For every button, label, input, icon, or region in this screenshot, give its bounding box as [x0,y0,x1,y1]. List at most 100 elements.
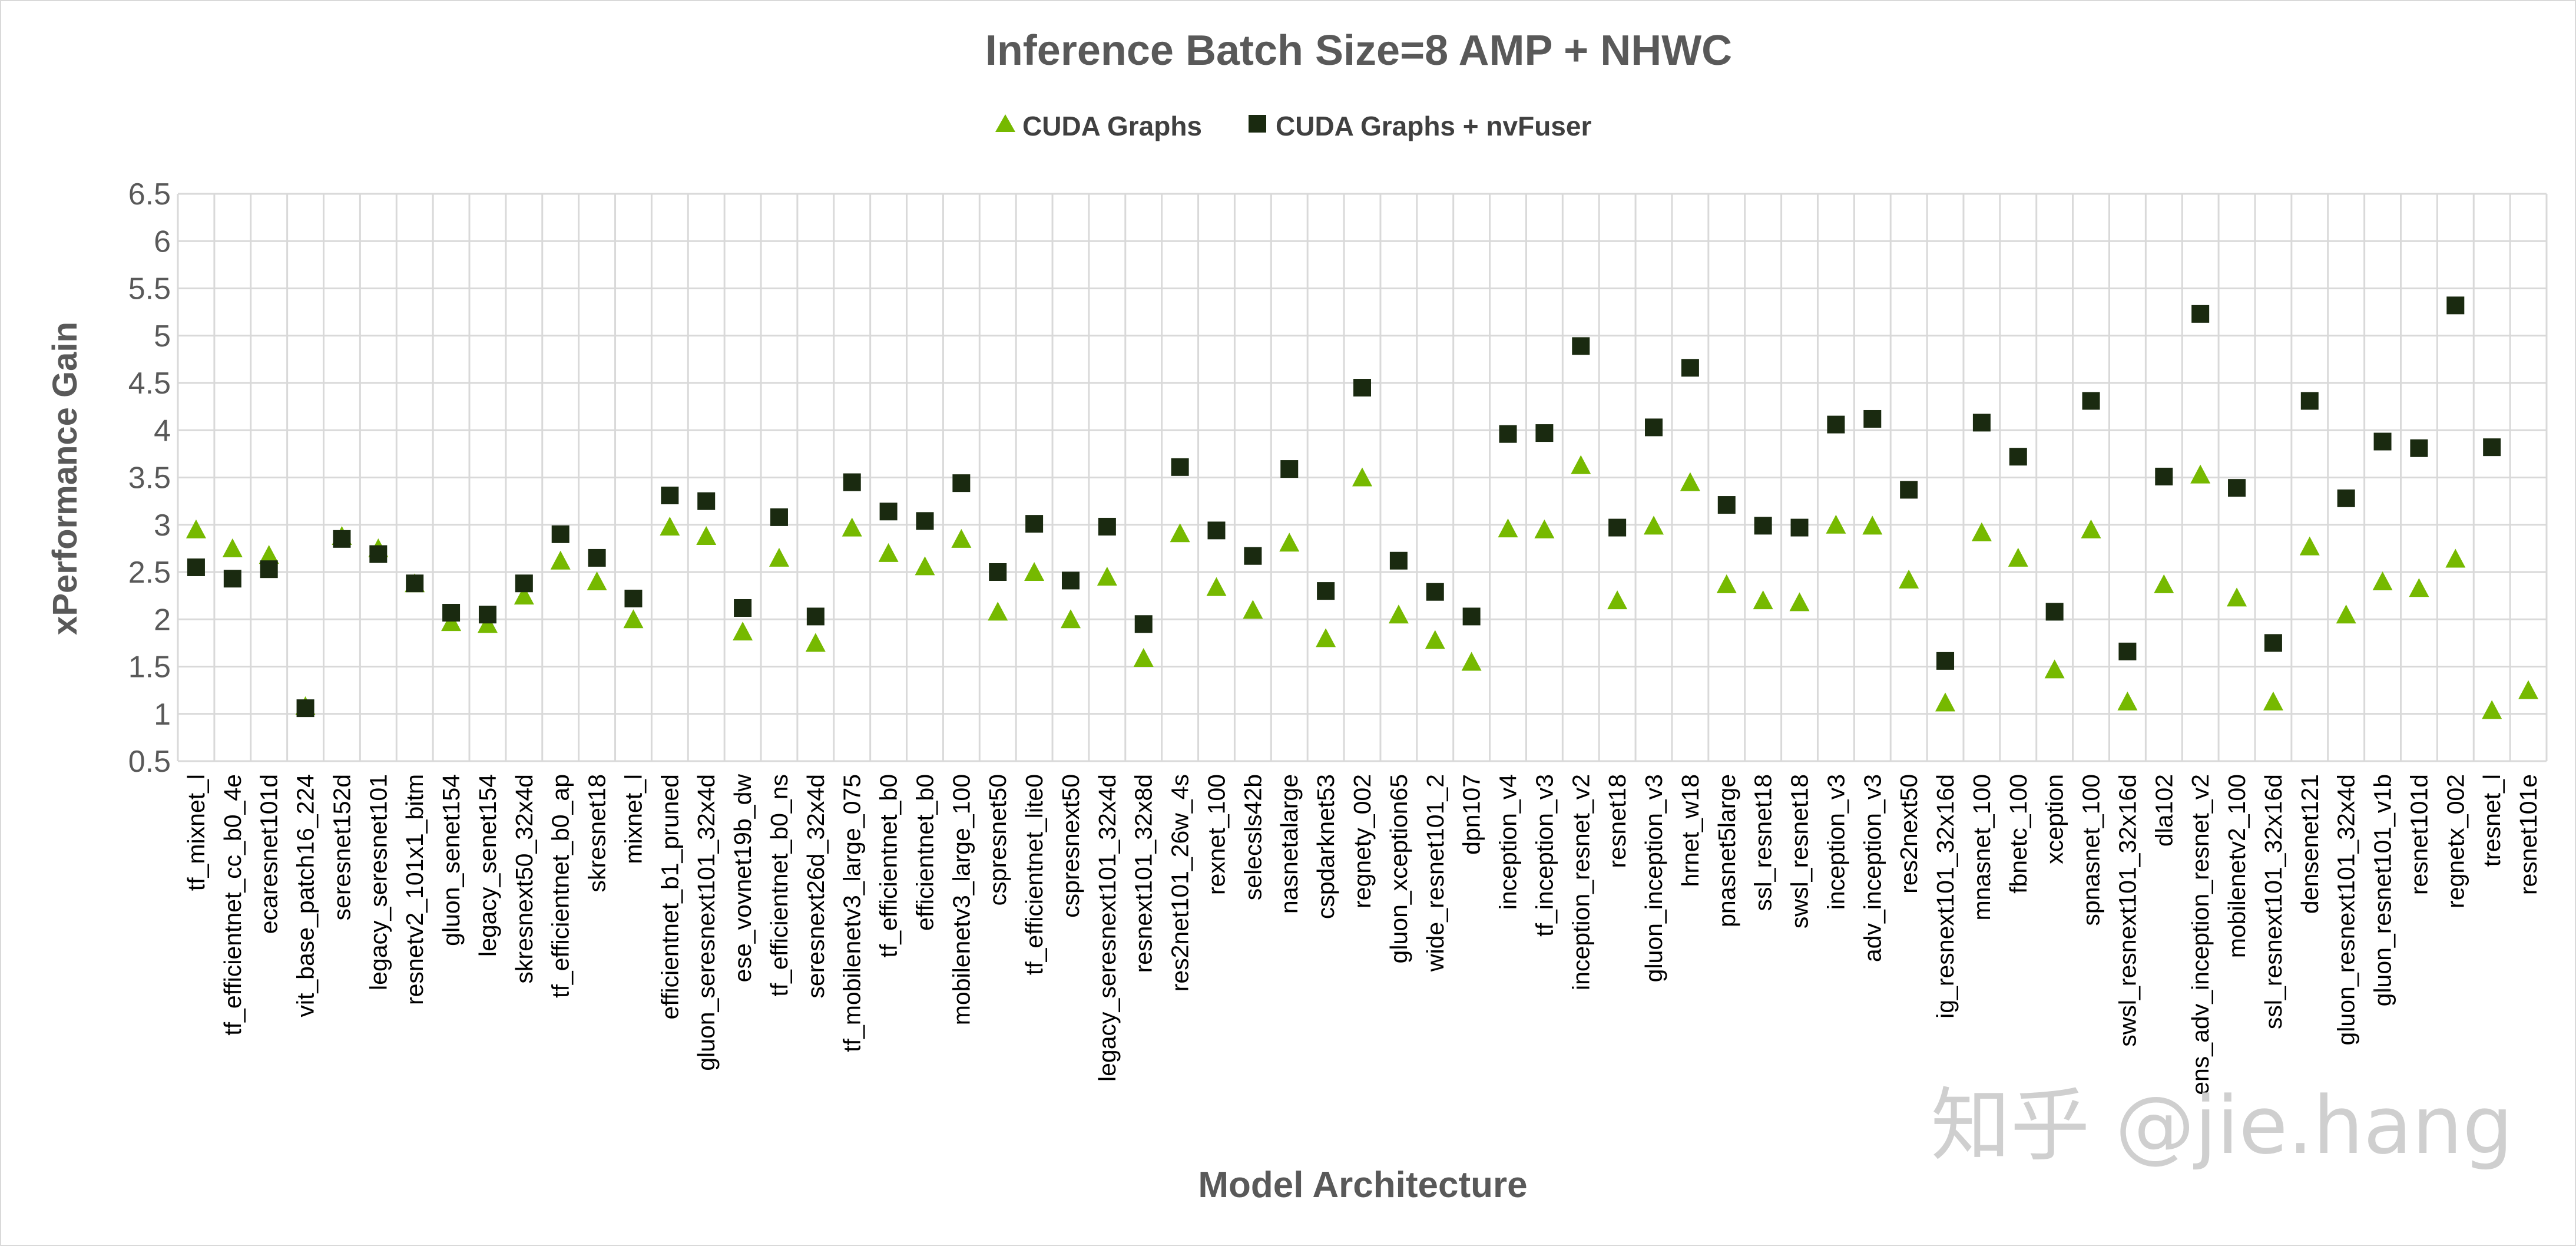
point-cuda-graphs [1716,574,1737,593]
point-cuda-graphs [1498,518,1518,538]
x-tick-label: swsl_resnext101_32x16d [2114,774,2141,1047]
x-tick-label: densenet121 [2296,774,2323,914]
point-cuda-graphs-nvfuser [406,574,424,593]
point-cuda-graphs [514,586,534,605]
point-cuda-graphs [1971,522,1992,541]
x-tick-label: tresnet_l [2478,774,2505,867]
point-cuda-graphs-nvfuser [1134,615,1153,633]
x-tick-label: regnetx_002 [2442,774,2469,908]
gridlines [177,193,2548,762]
point-cuda-graphs [1789,592,1810,612]
point-cuda-graphs [1243,600,1263,619]
x-tick-label: rexnet_100 [1203,774,1230,895]
point-cuda-graphs-nvfuser [1572,337,1590,355]
point-cuda-graphs-nvfuser [1972,414,1991,432]
point-cuda-graphs-nvfuser [952,474,971,493]
point-cuda-graphs [2008,547,2028,567]
point-cuda-graphs-nvfuser [2228,479,2246,497]
x-tick-label: ese_vovnet19b_dw [729,774,756,983]
point-cuda-graphs-nvfuser [1207,521,1226,540]
point-cuda-graphs [2263,691,2283,710]
y-tick-label: 6 [154,224,171,259]
x-tick-label: xception [2041,774,2068,864]
point-cuda-graphs [2117,691,2138,710]
x-tick-label: legacy_seresnext101_32x4d [1094,774,1121,1082]
point-cuda-graphs [186,519,206,538]
point-cuda-graphs-nvfuser [2446,296,2465,315]
x-tick-label: mnasnet_100 [1968,774,1995,920]
point-cuda-graphs [915,556,935,576]
point-cuda-graphs-nvfuser [2155,467,2173,485]
y-tick-label: 2.5 [128,556,171,590]
y-tick-label: 1.5 [128,650,171,685]
point-cuda-graphs-nvfuser [333,530,351,548]
point-cuda-graphs [769,547,789,567]
point-cuda-graphs [550,550,571,570]
point-cuda-graphs-nvfuser [1426,583,1444,601]
x-tick-label: ig_resnext101_32x16d [1932,774,1959,1019]
point-cuda-graphs [1935,692,1956,712]
x-tick-label: dla102 [2150,774,2177,847]
x-tick-label: seresnext26d_32x4d [802,774,829,999]
point-cuda-graphs-nvfuser [1280,460,1299,478]
point-cuda-graphs-nvfuser [2191,305,2210,323]
point-cuda-graphs-nvfuser [2373,432,2392,451]
point-cuda-graphs [2482,700,2502,719]
point-cuda-graphs [805,633,826,652]
point-cuda-graphs-nvfuser [1900,481,1918,499]
x-tick-label: gluon_senet154 [438,774,465,946]
x-tick-label: efficientnet_b1_pruned [656,774,683,1019]
x-tick-label: seresnet152d [328,774,355,920]
x-tick-label: res2net101_26w_4s [1167,774,1194,991]
x-tick-label: spnasnet_100 [2078,774,2105,926]
point-cuda-graphs-nvfuser [697,492,716,510]
y-tick-label: 4.5 [128,366,171,401]
x-tick-label: tf_efficientnet_lite0 [1021,774,1048,975]
x-tick-label: mobilenetv2_100 [2223,774,2250,958]
x-tick-label: ecaresnet101d [256,774,283,934]
x-tick-label: tf_efficientnet_b0_ap [547,774,574,998]
point-cuda-graphs-nvfuser [2045,603,2064,621]
point-cuda-graphs [1862,515,1883,535]
x-tick-label: cspdarknet53 [1312,774,1339,919]
point-cuda-graphs [1680,472,1700,491]
point-cuda-graphs-nvfuser [2009,448,2027,466]
point-cuda-graphs [1644,515,1664,535]
point-cuda-graphs-nvfuser [551,525,569,543]
point-cuda-graphs [2445,548,2466,568]
point-cuda-graphs-nvfuser [1499,425,1517,443]
point-cuda-graphs [733,622,753,641]
point-cuda-graphs [222,538,243,557]
point-cuda-graphs [1826,514,1846,534]
x-tick-label: resnet101e [2515,774,2542,895]
point-cuda-graphs-nvfuser [369,545,388,563]
point-cuda-graphs-nvfuser [770,508,788,526]
x-tick-label: vit_base_patch16_224 [292,774,319,1017]
point-cuda-graphs [623,609,644,629]
point-cuda-graphs [1899,569,1919,589]
point-cuda-graphs-nvfuser [515,574,533,593]
x-tick-label: efficientnet_b0 [911,774,938,931]
x-tick-label: skresnext50_32x4d [511,774,538,984]
x-tick-label: wide_resnet101_2 [1422,774,1449,972]
y-tick-label: 3.5 [128,461,171,495]
x-tick-label: ssl_resnext101_32x16d [2260,774,2287,1029]
point-cuda-graphs [1279,533,1300,552]
point-cuda-graphs-nvfuser [1462,607,1481,626]
point-cuda-graphs [1534,519,1555,538]
point-cuda-graphs-nvfuser [260,560,278,579]
point-cuda-graphs-nvfuser [1244,547,1262,565]
point-cuda-graphs-nvfuser [1389,551,1408,570]
point-cuda-graphs [1097,567,1117,586]
x-tick-label: inception_v3 [1822,774,1849,910]
point-cuda-graphs-nvfuser [442,604,461,622]
legend: CUDA Graphs CUDA Graphs + nvFuser [995,111,1591,141]
point-cuda-graphs-nvfuser [2118,642,2137,660]
y-tick-label: 5 [154,319,171,353]
point-cuda-graphs [1425,630,1445,649]
point-cuda-graphs [2409,578,2429,597]
x-tick-label: gluon_xception65 [1385,774,1412,963]
point-cuda-graphs [2372,571,2393,591]
point-cuda-graphs-nvfuser [1025,515,1044,533]
